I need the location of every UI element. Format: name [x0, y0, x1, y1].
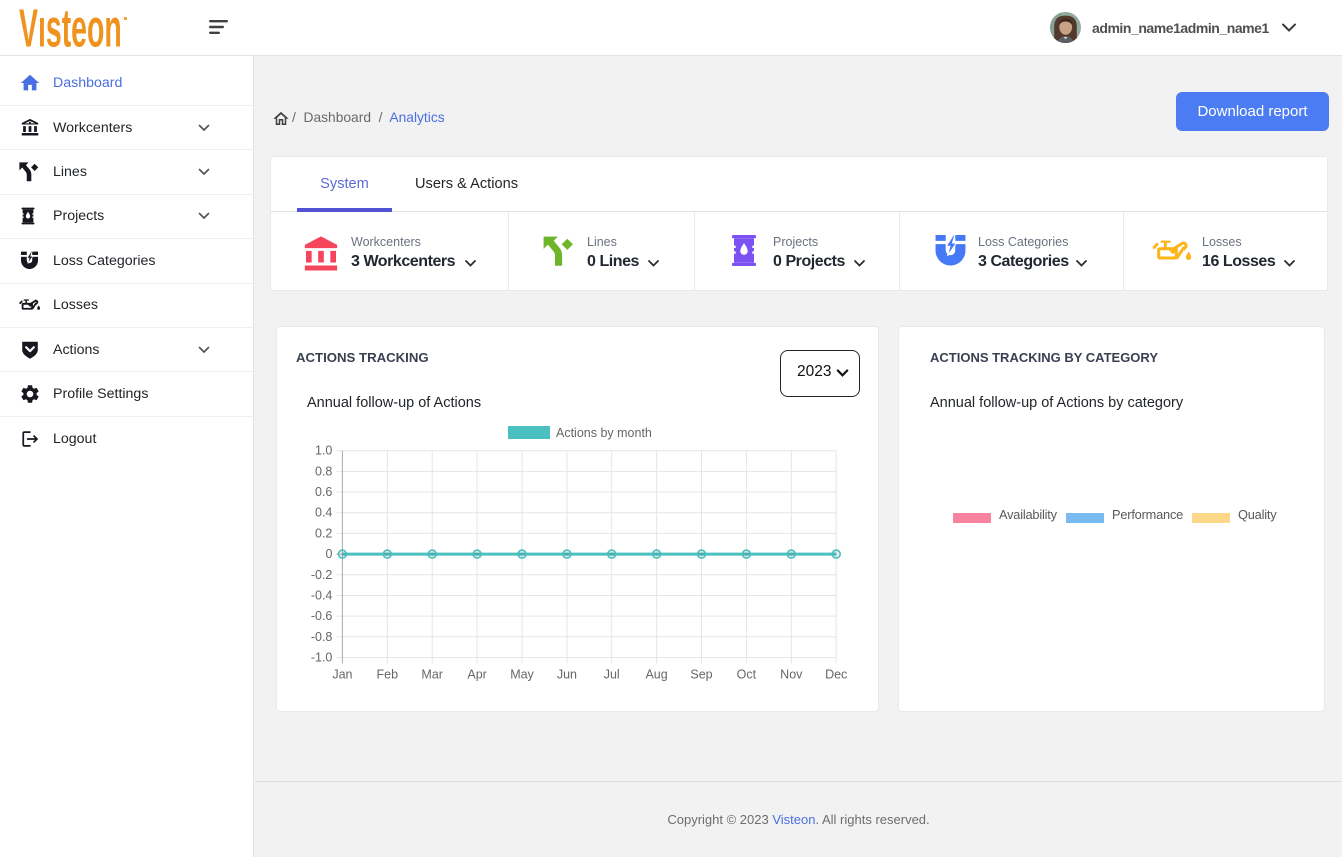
svg-text:Actions by month: Actions by month: [556, 426, 652, 440]
svg-text:Jun: Jun: [557, 668, 577, 682]
svg-text:Oct: Oct: [737, 668, 757, 682]
svg-text:May: May: [510, 668, 534, 682]
svg-text:Vısteon: Vısteon: [19, 4, 122, 54]
svg-text:Feb: Feb: [377, 668, 399, 682]
svg-text:Sep: Sep: [690, 668, 712, 682]
svg-text:-0.8: -0.8: [311, 630, 333, 644]
svg-text:-0.2: -0.2: [311, 568, 333, 582]
svg-text:Dec: Dec: [825, 668, 847, 682]
svg-text:Nov: Nov: [780, 668, 803, 682]
svg-text:0.2: 0.2: [315, 526, 332, 540]
svg-text:0.4: 0.4: [315, 506, 332, 520]
svg-text:0: 0: [325, 547, 332, 561]
svg-text:Jan: Jan: [332, 668, 352, 682]
svg-text:-0.6: -0.6: [311, 609, 333, 623]
svg-text:-1.0: -1.0: [311, 651, 333, 665]
svg-text:1.0: 1.0: [315, 444, 332, 458]
svg-text:Mar: Mar: [421, 668, 443, 682]
svg-text:Jul: Jul: [604, 668, 620, 682]
svg-text:Aug: Aug: [645, 668, 667, 682]
svg-text:Apr: Apr: [467, 668, 486, 682]
svg-text:0.6: 0.6: [315, 485, 332, 499]
svg-text:0.8: 0.8: [315, 464, 332, 478]
svg-text:-0.4: -0.4: [311, 589, 333, 603]
